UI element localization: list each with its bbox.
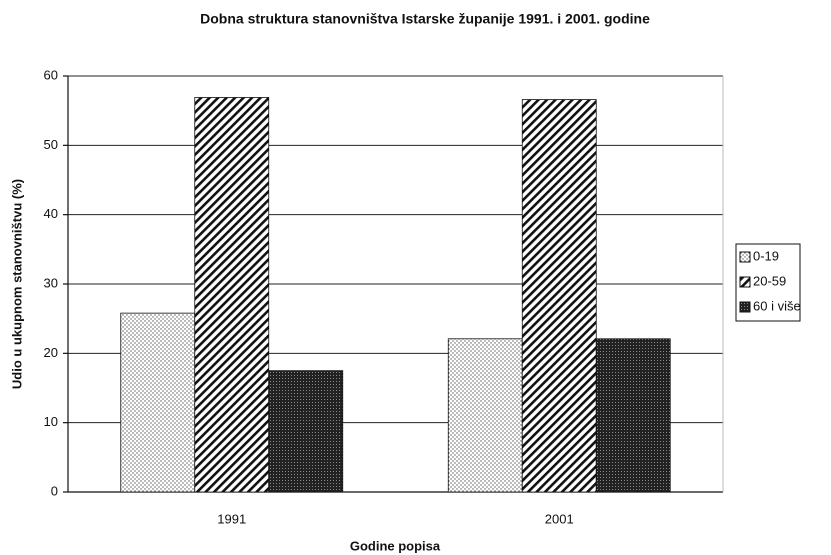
legend-swatch <box>739 276 751 288</box>
y-tick-label: 20 <box>44 345 58 360</box>
bar <box>595 338 671 493</box>
bar <box>194 97 270 493</box>
legend-swatch <box>739 251 751 263</box>
legend-label: 20-59 <box>753 273 786 288</box>
bar <box>120 312 196 493</box>
legend-swatch <box>739 301 751 313</box>
legend-label: 0-19 <box>753 248 779 263</box>
legend-label: 60 i više <box>753 298 801 313</box>
x-tick-label: 1991 <box>217 511 246 526</box>
y-axis-title: Udio u ukupnom stanovništvu (%) <box>9 179 24 389</box>
y-tick-label: 50 <box>44 137 58 152</box>
y-tick-label: 60 <box>44 67 58 82</box>
bar <box>268 370 344 493</box>
y-tick-label: 30 <box>44 275 58 290</box>
x-axis-title: Godine popisa <box>350 538 441 553</box>
bar <box>521 99 597 493</box>
chart-title: Dobna struktura stanovništva Istarske žu… <box>200 11 650 27</box>
y-tick-label: 10 <box>44 414 58 429</box>
bar <box>447 338 523 493</box>
y-tick-label: 40 <box>44 206 58 221</box>
y-tick-label: 0 <box>51 483 58 498</box>
x-tick-label: 2001 <box>545 511 574 526</box>
